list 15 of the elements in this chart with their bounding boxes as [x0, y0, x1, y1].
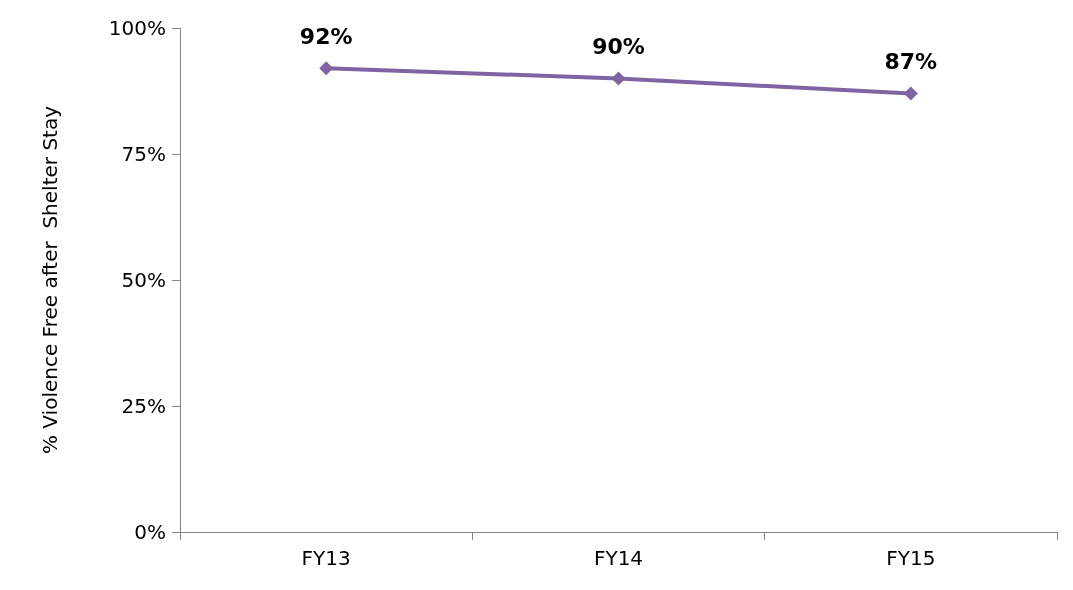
- y-tick-label: 75%: [121, 142, 166, 166]
- point: [903, 86, 918, 101]
- x-tick-label: FY14: [593, 546, 644, 570]
- data-label: 90%: [592, 33, 645, 59]
- point: [319, 61, 334, 76]
- y-tick-label: 25%: [121, 394, 166, 418]
- y-tick-label: 50%: [121, 268, 166, 292]
- x-tick-label: FY13: [301, 546, 351, 570]
- point: [611, 71, 626, 86]
- y-axis-title: % Violence Free after Shelter Stay: [38, 105, 62, 455]
- y-tick-label: 0%: [134, 520, 166, 544]
- y-tick-label: 100%: [108, 16, 166, 40]
- data-label: 87%: [884, 49, 938, 75]
- x-tick-label: FY15: [886, 546, 936, 570]
- data-label: 92%: [299, 23, 353, 49]
